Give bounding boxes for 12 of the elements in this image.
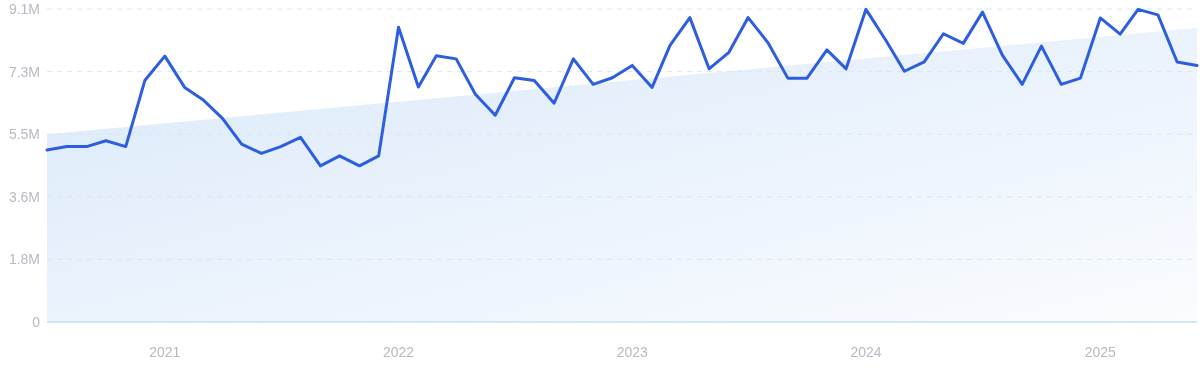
x-tick-label: 2025 [1084,344,1117,360]
y-tick-label: 5.5M [8,126,40,143]
y-tick-label: 9.1M [8,0,40,17]
y-tick-label: 0 [32,313,41,330]
x-tick-label: 2024 [850,344,882,360]
x-tick-label: 2021 [149,344,181,360]
y-tick-label: 7.3M [8,63,40,80]
line-series [45,7,1199,168]
x-tick-label: 2022 [382,344,415,360]
y-tick-label: 3.6M [8,188,40,205]
y-tick-label: 1.8M [8,251,40,268]
x-tick-label: 2023 [616,344,649,360]
